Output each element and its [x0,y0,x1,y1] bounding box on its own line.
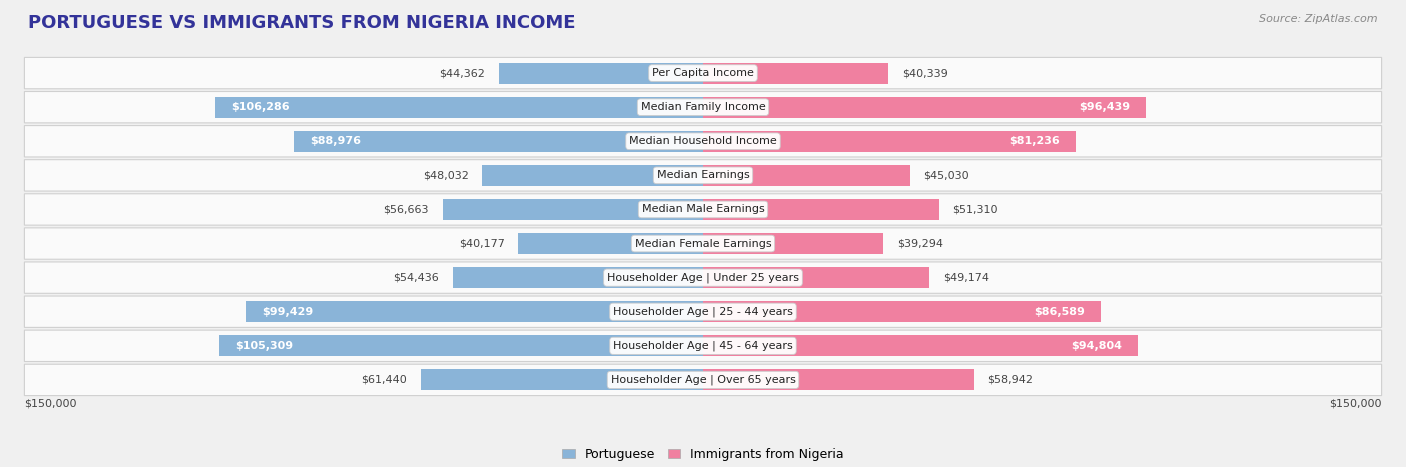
Text: $150,000: $150,000 [24,399,77,409]
Text: $61,440: $61,440 [361,375,406,385]
FancyBboxPatch shape [703,369,974,390]
FancyBboxPatch shape [453,267,703,288]
FancyBboxPatch shape [24,194,1382,225]
FancyBboxPatch shape [703,301,1101,322]
FancyBboxPatch shape [420,369,703,390]
Text: $48,032: $48,032 [423,170,468,180]
Text: $96,439: $96,439 [1078,102,1130,112]
FancyBboxPatch shape [24,92,1382,123]
Text: $40,177: $40,177 [458,239,505,248]
FancyBboxPatch shape [219,335,703,356]
Text: Householder Age | 45 - 64 years: Householder Age | 45 - 64 years [613,340,793,351]
Text: $58,942: $58,942 [987,375,1033,385]
Text: Median Male Earnings: Median Male Earnings [641,205,765,214]
Text: $150,000: $150,000 [1329,399,1382,409]
Text: $94,804: $94,804 [1071,341,1122,351]
FancyBboxPatch shape [24,160,1382,191]
FancyBboxPatch shape [703,165,910,186]
FancyBboxPatch shape [703,97,1146,118]
Legend: Portuguese, Immigrants from Nigeria: Portuguese, Immigrants from Nigeria [557,443,849,466]
Text: Householder Age | Over 65 years: Householder Age | Over 65 years [610,375,796,385]
FancyBboxPatch shape [24,330,1382,361]
FancyBboxPatch shape [703,63,889,84]
FancyBboxPatch shape [24,126,1382,157]
Text: $54,436: $54,436 [394,273,439,283]
Text: $49,174: $49,174 [942,273,988,283]
FancyBboxPatch shape [24,57,1382,89]
Text: $106,286: $106,286 [231,102,290,112]
Text: $88,976: $88,976 [311,136,361,146]
FancyBboxPatch shape [443,199,703,220]
Text: Median Family Income: Median Family Income [641,102,765,112]
FancyBboxPatch shape [703,199,939,220]
FancyBboxPatch shape [294,131,703,152]
Text: $51,310: $51,310 [952,205,998,214]
Text: $81,236: $81,236 [1010,136,1060,146]
Text: Median Female Earnings: Median Female Earnings [634,239,772,248]
Text: $39,294: $39,294 [897,239,943,248]
Text: Median Household Income: Median Household Income [628,136,778,146]
Text: Per Capita Income: Per Capita Income [652,68,754,78]
Text: Source: ZipAtlas.com: Source: ZipAtlas.com [1260,14,1378,24]
FancyBboxPatch shape [482,165,703,186]
Text: PORTUGUESE VS IMMIGRANTS FROM NIGERIA INCOME: PORTUGUESE VS IMMIGRANTS FROM NIGERIA IN… [28,14,575,32]
Text: $56,663: $56,663 [384,205,429,214]
FancyBboxPatch shape [703,267,929,288]
FancyBboxPatch shape [24,296,1382,327]
FancyBboxPatch shape [703,131,1076,152]
FancyBboxPatch shape [24,262,1382,293]
Text: Householder Age | 25 - 44 years: Householder Age | 25 - 44 years [613,306,793,317]
FancyBboxPatch shape [215,97,703,118]
Text: $44,362: $44,362 [440,68,485,78]
FancyBboxPatch shape [24,364,1382,396]
FancyBboxPatch shape [703,233,883,254]
FancyBboxPatch shape [499,63,703,84]
FancyBboxPatch shape [703,335,1139,356]
Text: Householder Age | Under 25 years: Householder Age | Under 25 years [607,272,799,283]
Text: $105,309: $105,309 [235,341,294,351]
FancyBboxPatch shape [519,233,703,254]
Text: $99,429: $99,429 [263,307,314,317]
FancyBboxPatch shape [24,228,1382,259]
Text: $45,030: $45,030 [924,170,969,180]
Text: $40,339: $40,339 [903,68,948,78]
FancyBboxPatch shape [246,301,703,322]
Text: $86,589: $86,589 [1033,307,1084,317]
Text: Median Earnings: Median Earnings [657,170,749,180]
